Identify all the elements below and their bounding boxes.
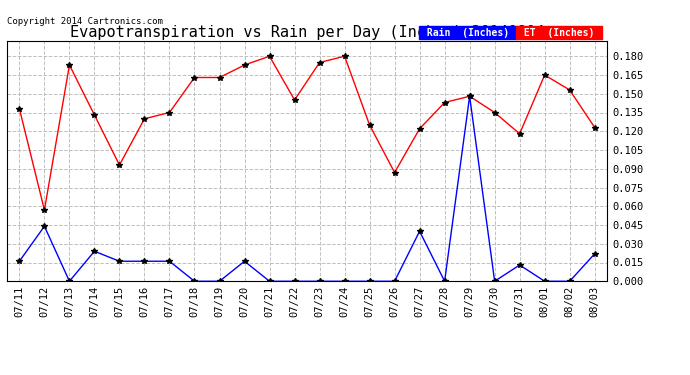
- Text: Rain  (Inches): Rain (Inches): [421, 27, 515, 38]
- Title: Evapotranspiration vs Rain per Day (Inches) 20140804: Evapotranspiration vs Rain per Day (Inch…: [70, 25, 544, 40]
- Text: ET  (Inches): ET (Inches): [518, 27, 600, 38]
- Text: Copyright 2014 Cartronics.com: Copyright 2014 Cartronics.com: [7, 17, 163, 26]
